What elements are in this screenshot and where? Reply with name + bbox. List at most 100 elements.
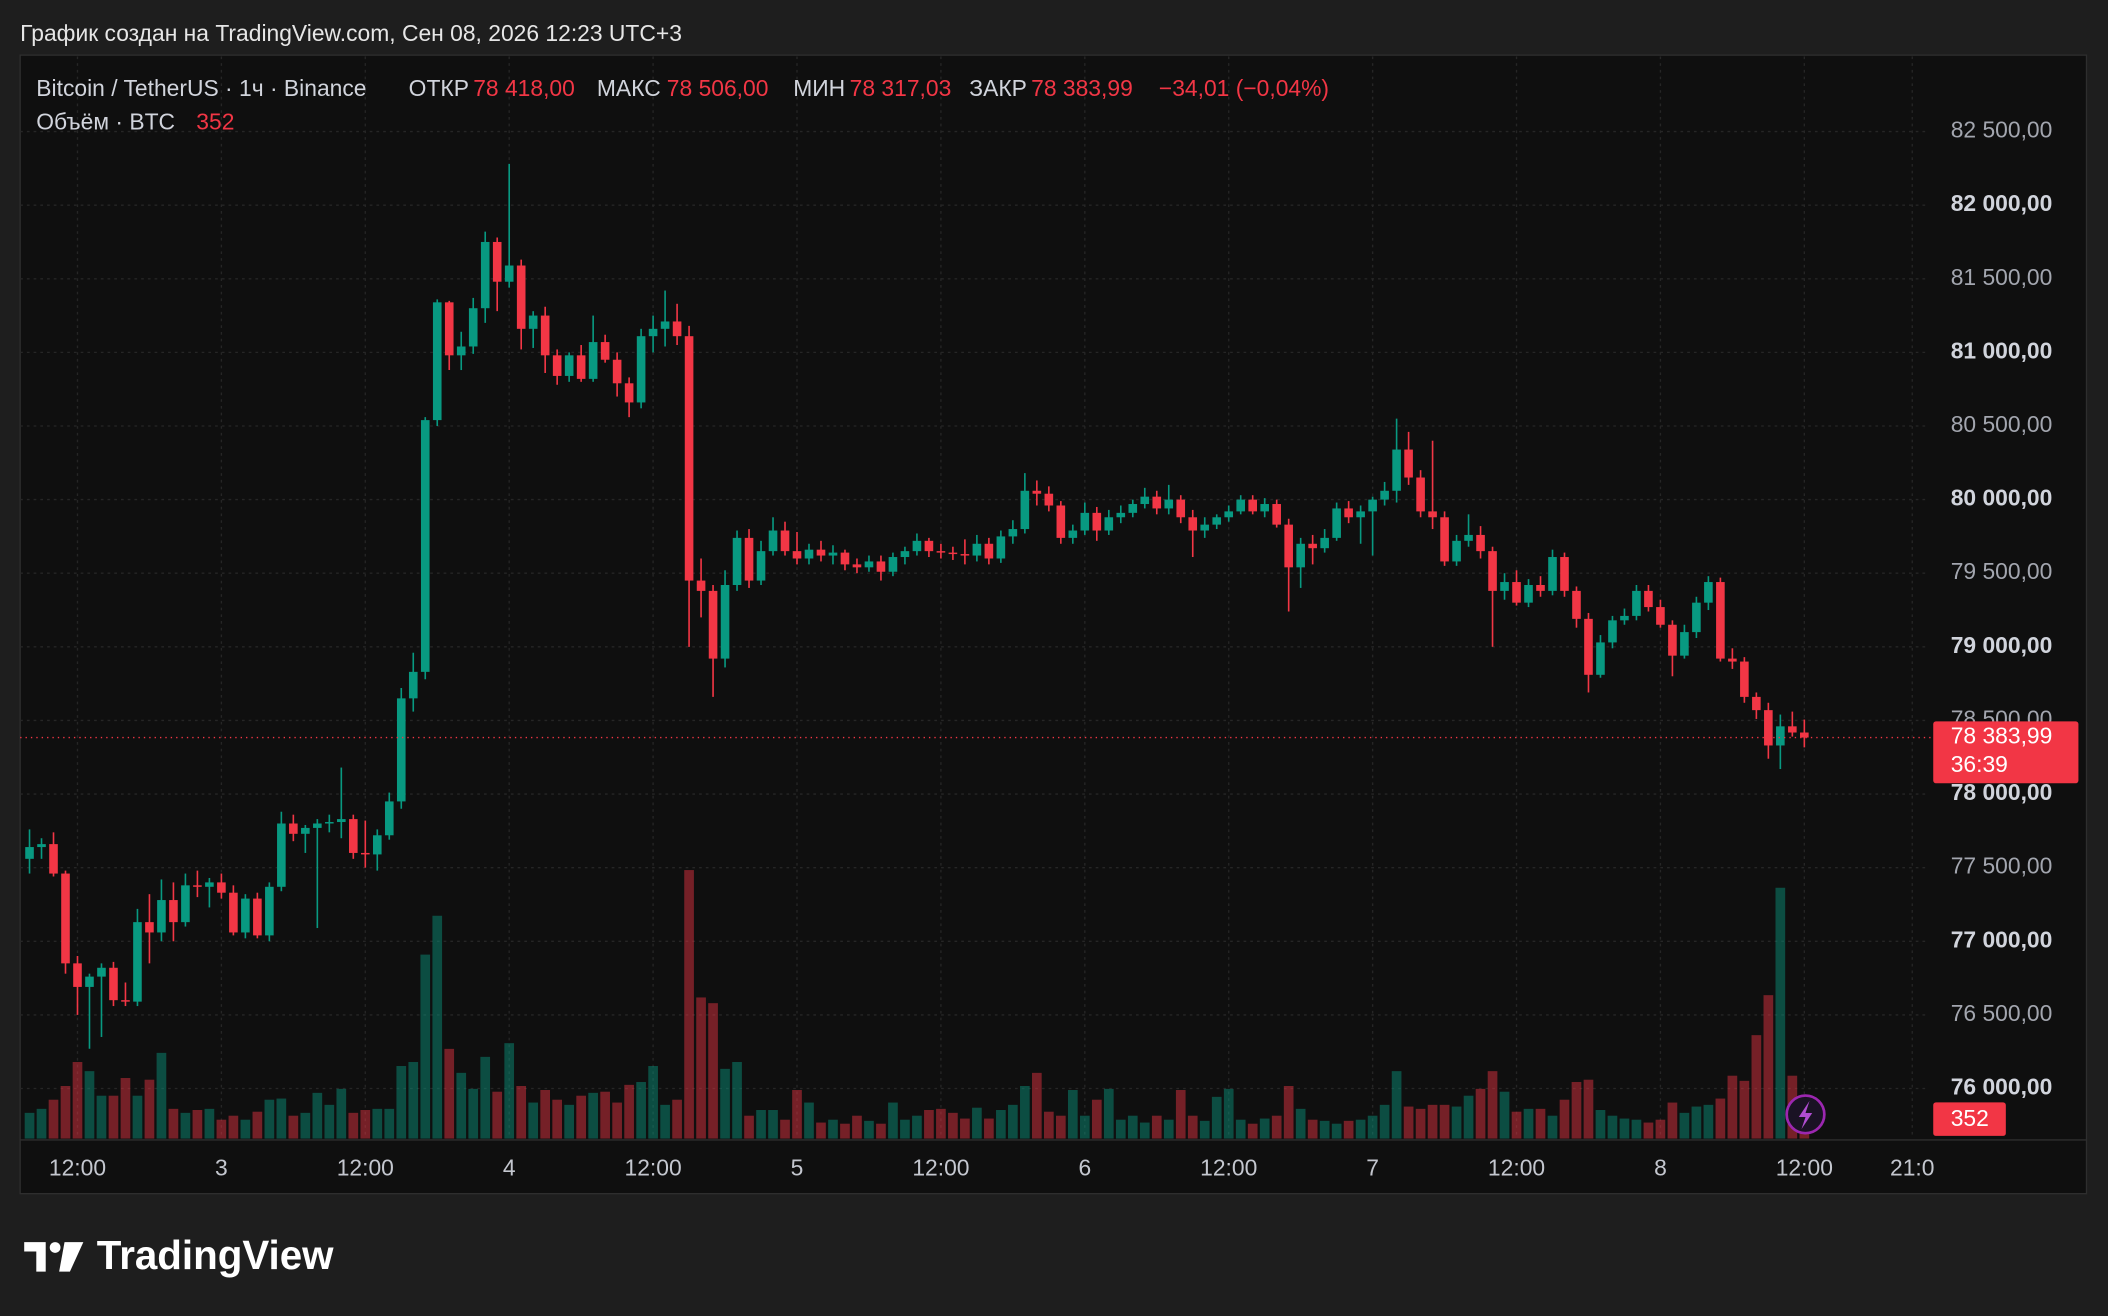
candle-body — [816, 549, 826, 556]
y-tick-label: 82 000,00 — [1951, 190, 2053, 216]
candle-body — [49, 844, 58, 874]
candle-body — [61, 873, 70, 964]
candle-body — [792, 551, 802, 559]
candle-body — [408, 671, 418, 699]
candle-body — [1440, 517, 1449, 562]
volume-bar — [60, 1086, 71, 1139]
price-tag — [1933, 721, 2079, 784]
x-tick-label: 8 — [1654, 1155, 1667, 1181]
volume-bar — [84, 1071, 95, 1139]
legend-field: ОТКР — [409, 75, 469, 101]
candle-body — [1020, 490, 1030, 530]
candle-body — [1272, 504, 1281, 525]
candle-body — [1572, 590, 1581, 619]
volume-bar — [1307, 1119, 1318, 1139]
candle-body — [1236, 499, 1246, 512]
candle-body — [1464, 534, 1473, 541]
volume-tag-value: 352 — [1951, 1105, 1989, 1131]
volume-bar — [516, 1086, 527, 1139]
candle-body — [193, 885, 202, 887]
volume-bar — [1187, 1115, 1198, 1139]
candle-body — [1716, 582, 1725, 659]
candle-body — [744, 537, 754, 581]
candle-body — [1416, 477, 1425, 512]
volume-bar — [1451, 1106, 1462, 1139]
candle-body — [720, 584, 730, 659]
candle-body — [984, 543, 994, 559]
volume-bar — [408, 1062, 419, 1139]
x-tick-label: 12:00 — [1200, 1155, 1257, 1181]
candle-body — [708, 590, 718, 659]
candle-body — [1608, 620, 1617, 643]
candle-body — [1752, 696, 1761, 711]
volume-bar — [1607, 1115, 1618, 1139]
candle-body — [1500, 582, 1509, 591]
candle-body — [1656, 607, 1665, 625]
volume-bar — [480, 1056, 491, 1139]
volume-bar — [1439, 1104, 1450, 1139]
candle-body — [540, 315, 550, 356]
candle-body — [1476, 534, 1485, 552]
x-tick-label: 12:00 — [912, 1155, 969, 1181]
candle-body — [444, 302, 454, 356]
x-tick-label: 12:00 — [337, 1155, 394, 1181]
candle-body — [1188, 517, 1198, 531]
candle-body — [1644, 590, 1653, 608]
volume-bar — [804, 1102, 814, 1139]
volume-bar — [984, 1118, 994, 1139]
volume-bar — [1067, 1090, 1078, 1139]
candle-body — [1224, 511, 1234, 518]
candle-body — [1200, 524, 1210, 531]
candle-body — [732, 537, 742, 585]
volume-bar — [1199, 1120, 1210, 1139]
volume-bar — [864, 1120, 874, 1139]
x-tick-label: 7 — [1366, 1155, 1379, 1181]
legend-value: 78 506,00 — [667, 75, 769, 101]
volume-bar — [276, 1098, 287, 1139]
candle-body — [1104, 517, 1114, 531]
candle-body — [1536, 584, 1545, 591]
volume-bar — [1175, 1090, 1186, 1139]
volume-bar — [612, 1102, 622, 1139]
volume-bar — [1247, 1123, 1258, 1139]
candle-body — [468, 308, 478, 347]
logo-icon — [24, 1242, 46, 1272]
candle-body — [852, 564, 862, 568]
candle-body — [349, 819, 358, 853]
legend-symbol: Bitcoin / TetherUS · 1ч · Binance — [36, 75, 366, 101]
y-tick-label: 79 500,00 — [1951, 558, 2053, 584]
volume-bar — [1032, 1072, 1042, 1139]
candle-body — [1632, 590, 1641, 616]
volume-bar — [372, 1108, 383, 1139]
candle-body — [1800, 732, 1809, 738]
volume-bar — [1595, 1109, 1606, 1139]
candle-body — [600, 342, 610, 360]
candle-body — [1092, 512, 1102, 531]
volume-bar — [1043, 1111, 1054, 1139]
volume-bar — [828, 1119, 838, 1139]
volume-bar — [180, 1112, 191, 1139]
candle-body — [1056, 505, 1066, 538]
candle-body — [1212, 517, 1222, 525]
lightning-icon[interactable] — [1798, 1100, 1813, 1130]
candle-body — [1488, 551, 1497, 591]
volume-bar — [336, 1088, 347, 1139]
volume-bar — [1667, 1102, 1678, 1139]
candle-body — [432, 302, 442, 421]
lightning-button[interactable] — [1785, 1094, 1826, 1135]
candle-body — [1068, 530, 1078, 538]
candle-body — [768, 530, 778, 552]
candle-body — [97, 967, 106, 977]
candle-body — [636, 336, 646, 403]
volume-bar — [1235, 1119, 1246, 1139]
header: График создан на TradingView.com, Сен 08… — [20, 20, 682, 46]
candle-body — [936, 551, 946, 553]
candle-body — [337, 819, 346, 823]
volume-bar — [468, 1088, 479, 1139]
y-tick-label: 78 000,00 — [1951, 779, 2053, 805]
volume-bar — [1775, 887, 1786, 1139]
volume-bar — [1055, 1115, 1066, 1139]
volume-bar — [1008, 1104, 1018, 1139]
candle-body — [564, 355, 574, 376]
volume-bar — [36, 1108, 47, 1139]
